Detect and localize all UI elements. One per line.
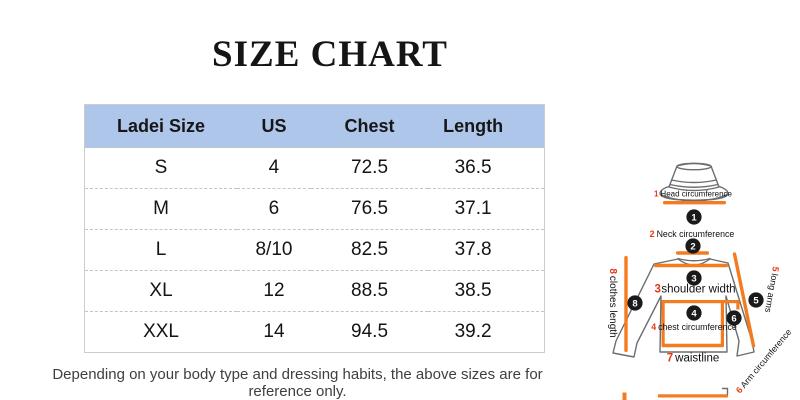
cell-chest: 88.5 <box>310 270 429 312</box>
measurement-diagram: 1 2 3 4 5 6 8 1 Head circumference 2 Neck … <box>607 162 794 400</box>
chest-top-line <box>661 300 740 304</box>
cell-size: M <box>84 188 238 230</box>
pants-corner-bracket <box>721 387 729 396</box>
label-neck-circumference: 2 Neck circumference <box>650 229 735 239</box>
head-measure-line <box>663 201 726 205</box>
cell-size: L <box>84 229 238 271</box>
label-chest-circumference: 4 chest circumference <box>651 322 737 332</box>
pants-waist-line <box>658 394 728 398</box>
label-clothes-length: 8clothes length <box>607 268 618 337</box>
waist-measure-line <box>661 343 724 348</box>
badge-5: 5 <box>753 295 759 306</box>
size-table: Ladei Size US Chest Length S 4 72.5 36.5… <box>84 104 545 353</box>
table-row: XXL 14 94.5 39.2 <box>84 311 545 353</box>
badge-3-circle <box>686 270 702 286</box>
badge-4-circle <box>686 305 702 321</box>
sleeve-connector-line <box>736 300 740 310</box>
label-head-circumference: 1 Head circumference <box>654 190 733 199</box>
badge-8-circle <box>627 295 643 311</box>
badge-8: 8 <box>632 298 637 309</box>
cell-chest: 94.5 <box>310 311 429 353</box>
cell-us: 4 <box>237 147 311 189</box>
shoulder-measure-line <box>654 263 728 268</box>
cell-size: S <box>84 147 238 189</box>
badge-6-circle <box>726 310 742 326</box>
badge-1-circle <box>686 209 702 225</box>
page-title: SIZE CHART <box>212 34 448 75</box>
label-long-arms: 5long arms <box>763 266 781 314</box>
cell-us: 14 <box>237 311 311 353</box>
table-row: XL 12 88.5 38.5 <box>84 270 545 312</box>
reference-note: Depending on your body type and dressing… <box>52 366 543 400</box>
label-waistline: 7 waistline <box>667 353 720 365</box>
col-header-chest: Chest <box>310 104 429 148</box>
length-measure-line <box>624 256 628 352</box>
badge-4: 4 <box>691 308 697 319</box>
cell-us: 6 <box>237 188 311 230</box>
arm-measure-line <box>732 252 756 348</box>
badge-2: 2 <box>690 241 695 252</box>
col-header-length: Length <box>428 104 545 148</box>
chest-right-line <box>720 300 724 346</box>
cell-chest: 82.5 <box>310 229 429 271</box>
table-row: L 8/10 82.5 37.8 <box>84 229 545 271</box>
cell-chest: 76.5 <box>310 188 429 230</box>
table-row: M 6 76.5 37.1 <box>84 188 545 230</box>
label-shoulder-width: 3shoulder width <box>654 284 735 296</box>
cell-length: 37.8 <box>428 229 545 271</box>
col-header-size: Ladei Size <box>84 104 238 148</box>
label-arm-circumference: 6Arm circumference <box>734 327 794 395</box>
table-header-row: Ladei Size US Chest Length <box>84 104 545 148</box>
col-header-us: US <box>237 104 311 148</box>
badge-1: 1 <box>691 212 697 223</box>
chest-left-line <box>661 300 665 346</box>
pants-side-line <box>622 392 627 400</box>
cell-size: XL <box>84 270 238 312</box>
cell-chest: 72.5 <box>310 147 429 189</box>
badge-6: 6 <box>731 313 736 324</box>
cell-us: 8/10 <box>237 229 311 271</box>
table-row: S 4 72.5 36.5 <box>84 147 545 189</box>
cell-length: 36.5 <box>428 147 545 189</box>
badge-5-circle <box>748 292 764 308</box>
badge-3: 3 <box>691 273 696 284</box>
cell-length: 38.5 <box>428 270 545 312</box>
measure-badges: 1 2 3 4 5 6 8 <box>627 209 764 326</box>
cell-us: 12 <box>237 270 311 312</box>
cell-length: 37.1 <box>428 188 545 230</box>
badge-2-circle <box>685 238 701 254</box>
cell-size: XXL <box>84 311 238 353</box>
bucket-hat-icon <box>659 162 729 202</box>
cell-length: 39.2 <box>428 311 545 353</box>
